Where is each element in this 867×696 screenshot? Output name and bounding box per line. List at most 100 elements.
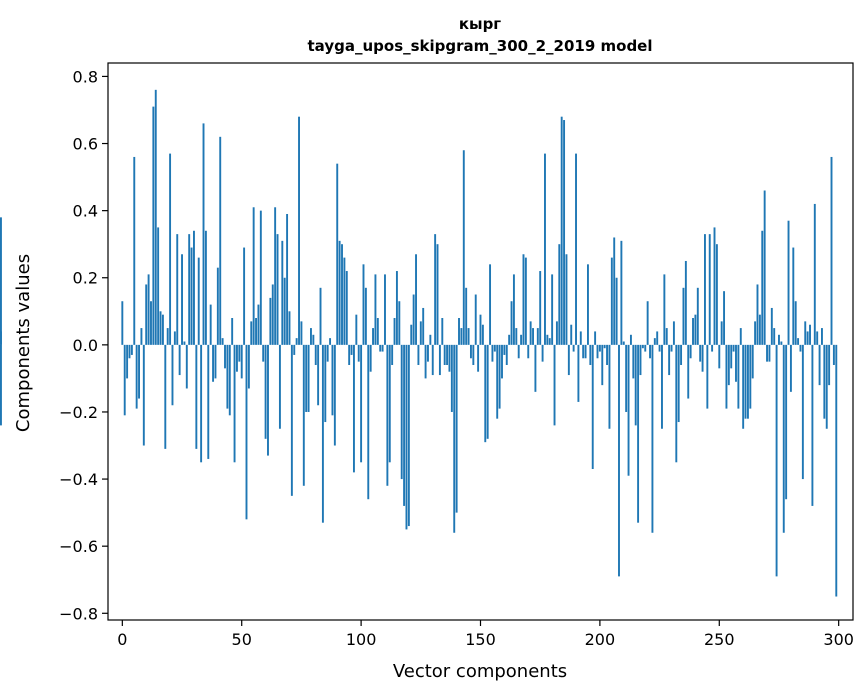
bar — [403, 344, 406, 506]
bar — [434, 234, 437, 345]
chart-subtitle: tayga_upos_skipgram_300_2_2019 model — [308, 37, 653, 55]
bar — [821, 328, 823, 345]
bar — [696, 287, 699, 345]
bar — [560, 116, 563, 345]
bar — [288, 311, 291, 345]
bar — [770, 307, 773, 345]
y-tick-label: 0.4 — [73, 202, 98, 221]
bar — [598, 344, 601, 352]
bar — [620, 240, 623, 345]
bar — [247, 344, 250, 389]
y-tick-label: 0.2 — [73, 269, 98, 288]
bar — [216, 267, 219, 345]
bar — [431, 344, 434, 376]
bar — [775, 344, 778, 577]
x-tick-label: 0 — [117, 630, 127, 649]
bar — [376, 318, 379, 345]
bar — [419, 321, 422, 345]
bar — [479, 314, 482, 345]
bar — [610, 257, 613, 345]
bar — [235, 344, 238, 372]
bar — [178, 344, 181, 376]
bar — [298, 116, 300, 345]
bar — [410, 324, 413, 345]
bar — [350, 344, 353, 355]
bar — [467, 328, 470, 345]
bar — [558, 244, 561, 345]
bar — [658, 344, 661, 352]
bar — [553, 344, 556, 426]
bar — [293, 344, 296, 355]
bar — [763, 190, 766, 345]
x-tick-label: 100 — [346, 630, 377, 649]
bar — [587, 264, 589, 345]
bar — [324, 344, 327, 423]
bar — [195, 344, 198, 449]
bar — [388, 344, 391, 463]
bar — [735, 344, 737, 382]
bar — [188, 234, 191, 345]
bar — [613, 237, 616, 345]
bar — [806, 331, 809, 345]
bar — [348, 344, 351, 365]
bar — [367, 344, 370, 500]
bar — [596, 344, 599, 359]
bar — [641, 344, 644, 349]
bar — [746, 344, 749, 419]
bar — [704, 234, 706, 345]
bar — [329, 338, 332, 345]
bar — [169, 153, 172, 345]
bar — [252, 207, 255, 345]
bar — [577, 344, 580, 402]
bar — [818, 344, 821, 386]
bar — [145, 284, 148, 345]
bar — [687, 344, 690, 399]
bar — [183, 341, 186, 345]
bar — [536, 328, 539, 345]
bar — [412, 294, 415, 345]
bar — [486, 344, 489, 439]
bar — [386, 344, 389, 486]
bar — [720, 321, 723, 345]
bar — [684, 260, 687, 345]
bar — [465, 287, 468, 345]
bar — [171, 344, 174, 406]
bar — [794, 301, 797, 345]
bar — [505, 344, 508, 365]
bar — [379, 344, 382, 352]
bar — [157, 227, 160, 345]
bar — [663, 274, 666, 345]
y-tick-label: −0.6 — [59, 537, 98, 556]
bar — [209, 304, 212, 345]
bar — [715, 244, 718, 345]
bar — [405, 344, 408, 530]
bar — [123, 344, 126, 416]
bar — [422, 307, 425, 345]
x-tick-label: 50 — [232, 630, 252, 649]
bar — [190, 247, 193, 345]
bar — [477, 344, 480, 372]
bar — [219, 136, 222, 345]
bar — [756, 284, 759, 345]
bar — [393, 318, 396, 345]
bar — [417, 344, 420, 365]
bar — [343, 257, 346, 345]
bar — [300, 321, 303, 345]
bar — [627, 344, 630, 476]
bar — [450, 344, 453, 412]
bar — [233, 344, 236, 463]
bar — [0, 331, 2, 345]
bar — [637, 344, 640, 523]
bar — [739, 328, 742, 345]
bar — [749, 344, 752, 409]
bar — [221, 338, 224, 345]
bar — [782, 344, 785, 533]
bar — [326, 344, 329, 362]
bar — [130, 344, 133, 355]
bar — [510, 301, 513, 345]
bar — [0, 217, 2, 345]
bar — [453, 344, 456, 533]
bar — [193, 230, 195, 345]
bar — [202, 123, 205, 345]
bar — [274, 207, 277, 345]
